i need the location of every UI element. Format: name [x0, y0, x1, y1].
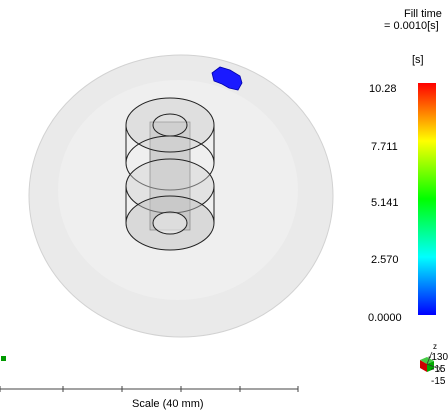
- legend-tick-label: 5.141: [371, 197, 399, 209]
- legend-unit: [s]: [412, 54, 424, 66]
- legend-subtitle: = 0.0010[s]: [384, 20, 439, 32]
- legend-title: Fill time: [404, 8, 442, 20]
- legend-tick-label: 2.570: [371, 254, 399, 266]
- legend-tick-label: 7.711: [371, 141, 398, 153]
- scale-bar-line: [0, 386, 299, 392]
- axis-marker: [1, 356, 6, 361]
- orientation-triad: [420, 351, 438, 372]
- x-axis-label: x: [438, 364, 442, 373]
- orientation-value: -15: [431, 376, 446, 387]
- legend-tick-label: 10.28: [369, 83, 397, 95]
- legend-color-bar: [418, 83, 436, 315]
- z-axis-label: z: [433, 342, 437, 351]
- orientation-value: -130: [428, 352, 448, 363]
- upper-coil: [125, 97, 215, 191]
- orientation-value: -15: [431, 364, 446, 375]
- filled-region: [211, 66, 243, 91]
- lower-coil: [125, 158, 215, 251]
- scale-bar-label: Scale (40 mm): [132, 398, 204, 410]
- legend-tick-label: 0.0000: [368, 312, 402, 324]
